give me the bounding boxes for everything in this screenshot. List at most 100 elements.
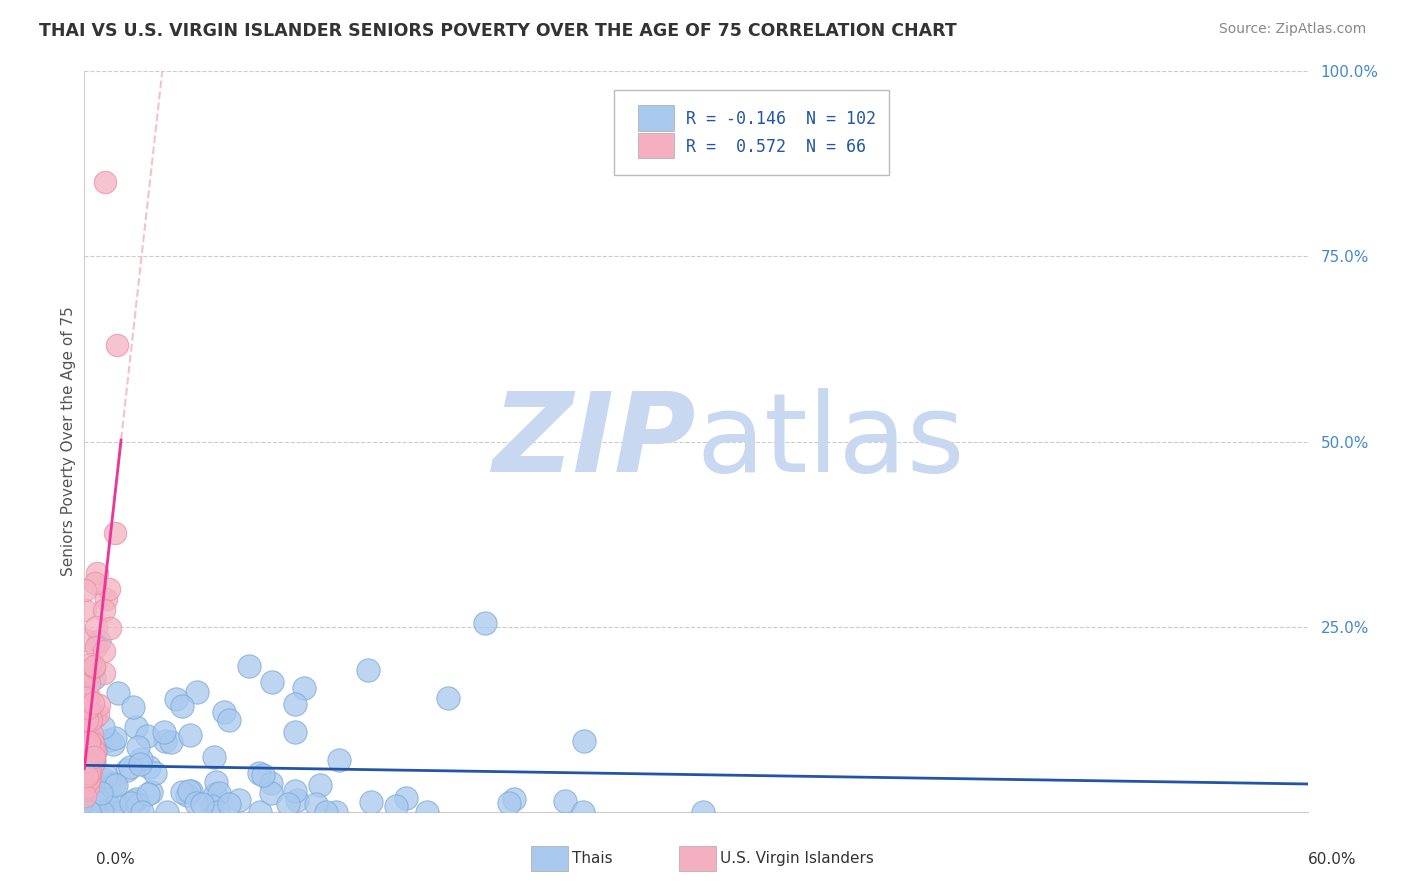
Point xyxy=(170,699,193,714)
Point xyxy=(309,777,332,791)
Point xyxy=(82,696,104,710)
Point xyxy=(77,735,100,749)
Point xyxy=(79,740,101,755)
Point xyxy=(191,797,214,812)
Point xyxy=(80,787,103,801)
Point xyxy=(292,681,315,695)
Point xyxy=(105,338,128,352)
Point xyxy=(76,673,98,687)
Point xyxy=(93,666,115,681)
Point xyxy=(79,769,101,783)
Point xyxy=(176,788,198,802)
Point xyxy=(84,744,107,758)
Point xyxy=(120,796,142,810)
Point xyxy=(79,734,101,748)
Point xyxy=(160,734,183,748)
Point xyxy=(83,749,105,764)
Point xyxy=(84,640,107,655)
Point xyxy=(360,795,382,809)
Point xyxy=(284,783,307,797)
Point xyxy=(572,805,595,819)
Point xyxy=(73,780,96,795)
Point xyxy=(104,526,127,541)
Point xyxy=(122,700,145,714)
Point xyxy=(285,792,308,806)
Point xyxy=(437,690,460,705)
Point xyxy=(80,713,103,727)
Point xyxy=(304,797,326,811)
Point xyxy=(79,712,101,726)
Point xyxy=(395,790,418,805)
Point xyxy=(180,784,202,798)
Point xyxy=(77,764,100,779)
Point xyxy=(277,797,299,811)
Point xyxy=(97,799,120,814)
Point xyxy=(127,739,149,754)
Point xyxy=(153,725,176,739)
Text: ZIP: ZIP xyxy=(492,388,696,495)
Point xyxy=(315,805,337,819)
Point xyxy=(184,797,207,811)
Point xyxy=(73,583,96,598)
Text: 60.0%: 60.0% xyxy=(1309,852,1357,867)
Point xyxy=(238,658,260,673)
Text: THAI VS U.S. VIRGIN ISLANDER SENIORS POVERTY OVER THE AGE OF 75 CORRELATION CHAR: THAI VS U.S. VIRGIN ISLANDER SENIORS POV… xyxy=(39,22,957,40)
Point xyxy=(156,805,179,819)
Point xyxy=(103,805,125,819)
Text: U.S. Virgin Islanders: U.S. Virgin Islanders xyxy=(720,852,873,866)
Point xyxy=(79,752,101,766)
Y-axis label: Seniors Poverty Over the Age of 75: Seniors Poverty Over the Age of 75 xyxy=(60,307,76,576)
Point xyxy=(153,734,176,748)
Point xyxy=(82,756,104,771)
Point xyxy=(77,780,100,795)
Point xyxy=(84,576,107,591)
Point xyxy=(218,713,240,727)
Point xyxy=(97,732,120,747)
Text: atlas: atlas xyxy=(696,388,965,495)
Point xyxy=(82,805,104,819)
Point xyxy=(75,632,97,647)
Point xyxy=(179,728,201,742)
Point xyxy=(228,793,250,807)
Point xyxy=(503,791,526,805)
Point xyxy=(86,707,108,722)
Point xyxy=(416,805,439,819)
Point xyxy=(94,788,117,802)
Point xyxy=(186,684,208,698)
Point xyxy=(79,803,101,817)
Point xyxy=(325,805,347,819)
Point xyxy=(98,622,121,636)
Point xyxy=(260,776,283,790)
Point xyxy=(89,698,111,712)
Point xyxy=(127,798,149,813)
Point xyxy=(284,725,307,739)
Point xyxy=(208,786,231,800)
Point xyxy=(498,796,520,810)
Point xyxy=(201,798,224,813)
Point xyxy=(77,667,100,681)
Point xyxy=(86,784,108,798)
Point xyxy=(73,754,96,768)
Point xyxy=(76,664,98,678)
Point xyxy=(76,711,98,725)
Text: R = -0.146  N = 102: R = -0.146 N = 102 xyxy=(686,111,876,128)
Point xyxy=(384,798,406,813)
Point xyxy=(125,792,148,806)
Point xyxy=(83,659,105,673)
Point xyxy=(77,728,100,742)
Point xyxy=(90,805,112,819)
Point xyxy=(262,674,284,689)
Point xyxy=(96,591,118,606)
Point xyxy=(141,785,163,799)
Point xyxy=(692,805,714,819)
Point xyxy=(84,795,107,809)
Point xyxy=(77,765,100,780)
Point xyxy=(136,729,159,743)
Point xyxy=(97,582,120,597)
Text: Thais: Thais xyxy=(572,852,613,866)
Point xyxy=(77,760,100,774)
Point xyxy=(75,759,97,773)
Point xyxy=(93,603,115,617)
Point xyxy=(77,774,100,789)
Point xyxy=(202,750,225,764)
